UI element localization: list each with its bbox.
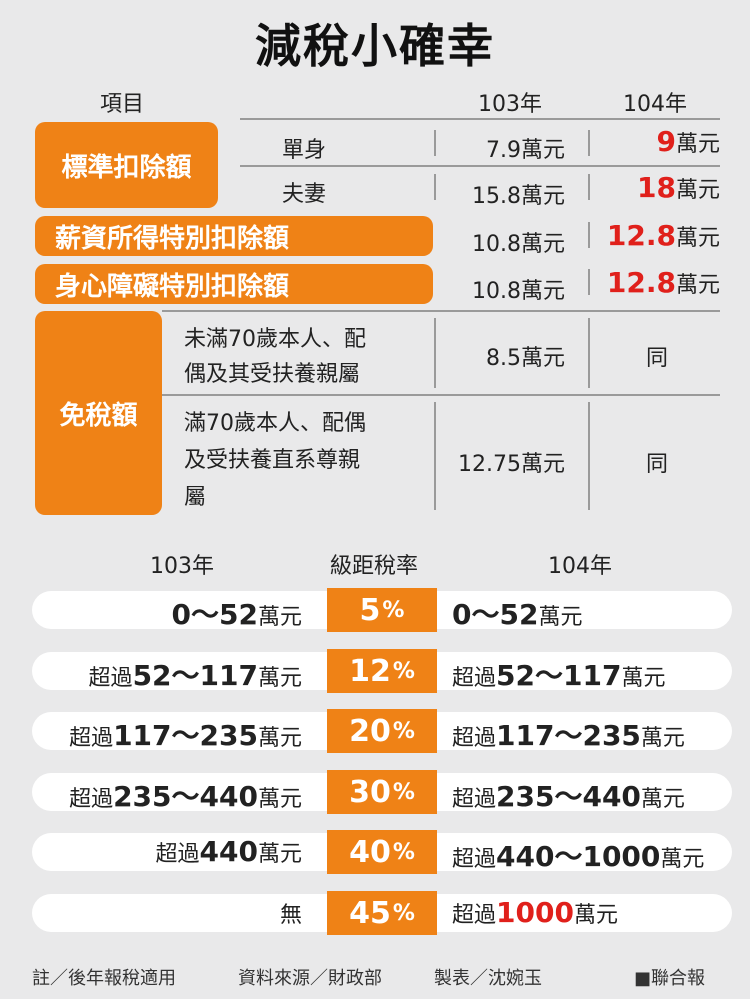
bracket-103: 超過117～235萬元 [69,719,302,752]
footer-maker: 製表／沈婉玉 [434,968,542,989]
divider [434,402,436,510]
bracket-103: 0～52萬元 [171,598,302,631]
footer-source: 資料來源／財政部 [238,968,382,989]
salary-104: 12.8萬元 [606,219,720,252]
bracket-103: 無 [279,903,302,928]
divider [588,130,590,156]
header-104: 104年 [623,92,687,117]
bracket-rate: 20% [327,709,437,753]
page-title: 減稅小確幸 [255,19,495,73]
brackets-header-103: 103年 [150,554,214,579]
divider [588,222,590,248]
standard-deduction-label: 標準扣除額 [35,122,218,208]
bracket-rate: 12% [327,649,437,693]
bracket-104: 超過235～440萬元 [452,780,685,813]
bracket-rate: 40% [327,830,437,874]
exemption-row-1-desc: 未滿70歲本人、配 偶及其受扶養親屬 [184,327,366,387]
disability-104: 12.8萬元 [606,266,720,299]
bracket-104: 超過117～235萬元 [452,719,685,752]
single-label: 單身 [282,138,327,163]
bracket-103: 超過440萬元 [155,835,302,868]
disability-103: 10.8萬元 [472,279,565,304]
header-103: 103年 [478,92,542,117]
divider [162,310,720,312]
single-103: 7.9萬元 [486,138,565,163]
divider [588,318,590,388]
exemption-row-1-104: 同 [646,346,669,371]
header-item: 項目 [100,92,145,117]
footer-note: 註／後年報稅適用 [32,968,176,989]
divider [588,174,590,200]
bracket-103: 超過235～440萬元 [69,780,302,813]
exemption-row-2-104: 同 [646,452,669,477]
couple-104: 18萬元 [637,171,720,204]
bracket-rate: 5% [327,588,437,632]
salary-deduction-label: 薪資所得特別扣除額 [35,216,433,256]
bracket-103: 超過52～117萬元 [88,659,302,692]
exemption-row-1-103: 8.5萬元 [486,346,565,371]
bracket-104: 超過440～1000萬元 [452,840,705,873]
couple-103: 15.8萬元 [472,184,565,209]
footer-brand: ■聯合報 [634,968,706,989]
salary-103: 10.8萬元 [472,232,565,257]
divider [162,394,720,396]
bracket-104: 超過1000萬元 [452,896,618,929]
divider [434,174,436,200]
bracket-104: 0～52萬元 [452,598,583,631]
bracket-rate: 45% [327,891,437,935]
divider [434,130,436,156]
divider [240,165,720,167]
exemption-label: 免稅額 [35,311,162,515]
bracket-104: 超過52～117萬元 [452,659,666,692]
brackets-header-104: 104年 [548,554,612,579]
exemption-row-2-103: 12.75萬元 [458,452,565,477]
divider [240,118,720,120]
divider [434,318,436,388]
disability-deduction-label: 身心障礙特別扣除額 [35,264,433,304]
divider [588,402,590,510]
bracket-rate: 30% [327,770,437,814]
exemption-row-2-desc: 滿70歲本人、配偶 及受扶養直系尊親屬 [184,411,366,510]
brackets-header-rate: 級距稅率 [330,554,419,579]
divider [588,269,590,295]
couple-label: 夫妻 [282,182,327,207]
single-104: 9萬元 [656,125,721,158]
